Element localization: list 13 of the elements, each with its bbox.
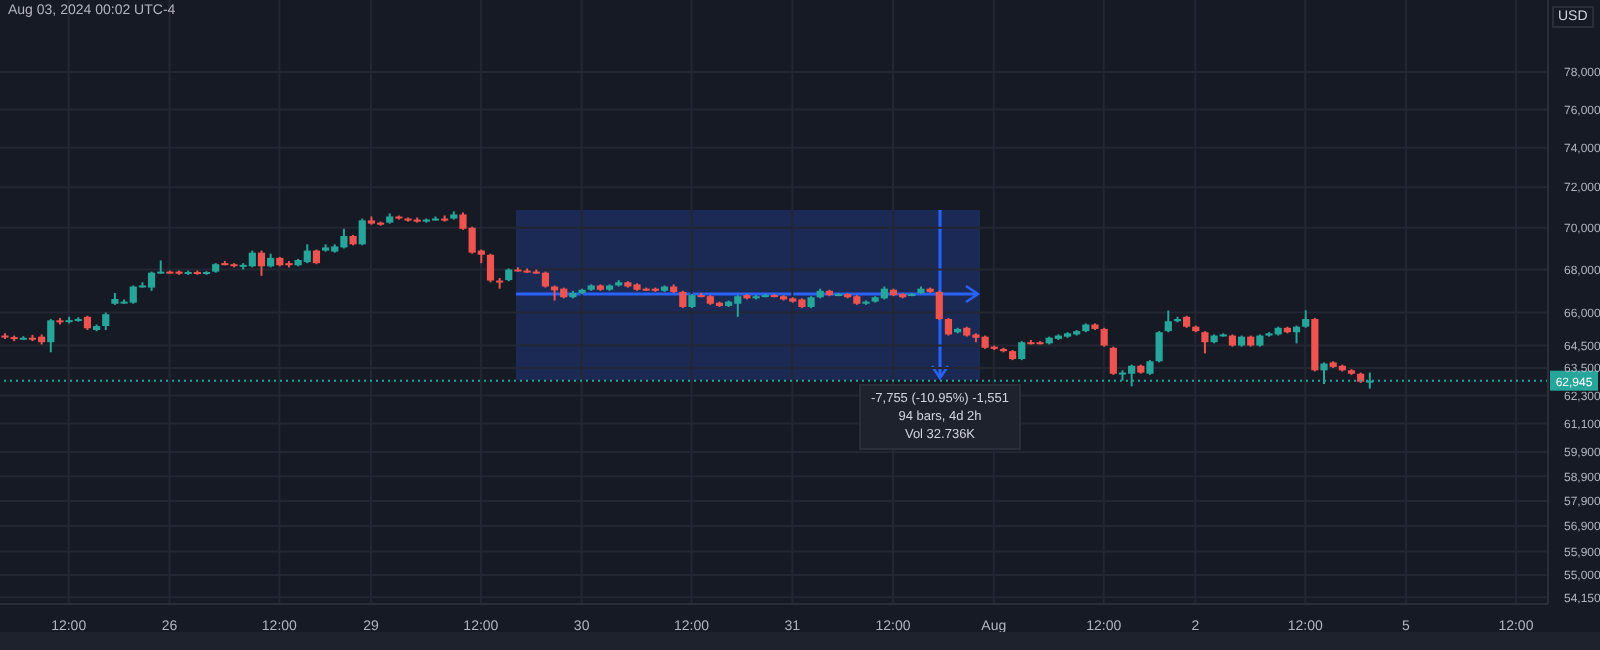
candlestick xyxy=(1109,345,1117,376)
candlestick xyxy=(486,252,495,284)
candlestick xyxy=(147,270,156,292)
candlestick xyxy=(257,249,266,277)
candlestick xyxy=(358,217,366,247)
candlestick xyxy=(1155,330,1163,364)
candlestick xyxy=(935,289,943,322)
candlestick xyxy=(1164,309,1172,334)
candlestick xyxy=(47,318,55,354)
candlestick xyxy=(1018,340,1026,362)
candlestick xyxy=(1201,330,1209,355)
candlestick xyxy=(303,243,311,265)
candlestick xyxy=(1100,326,1108,348)
